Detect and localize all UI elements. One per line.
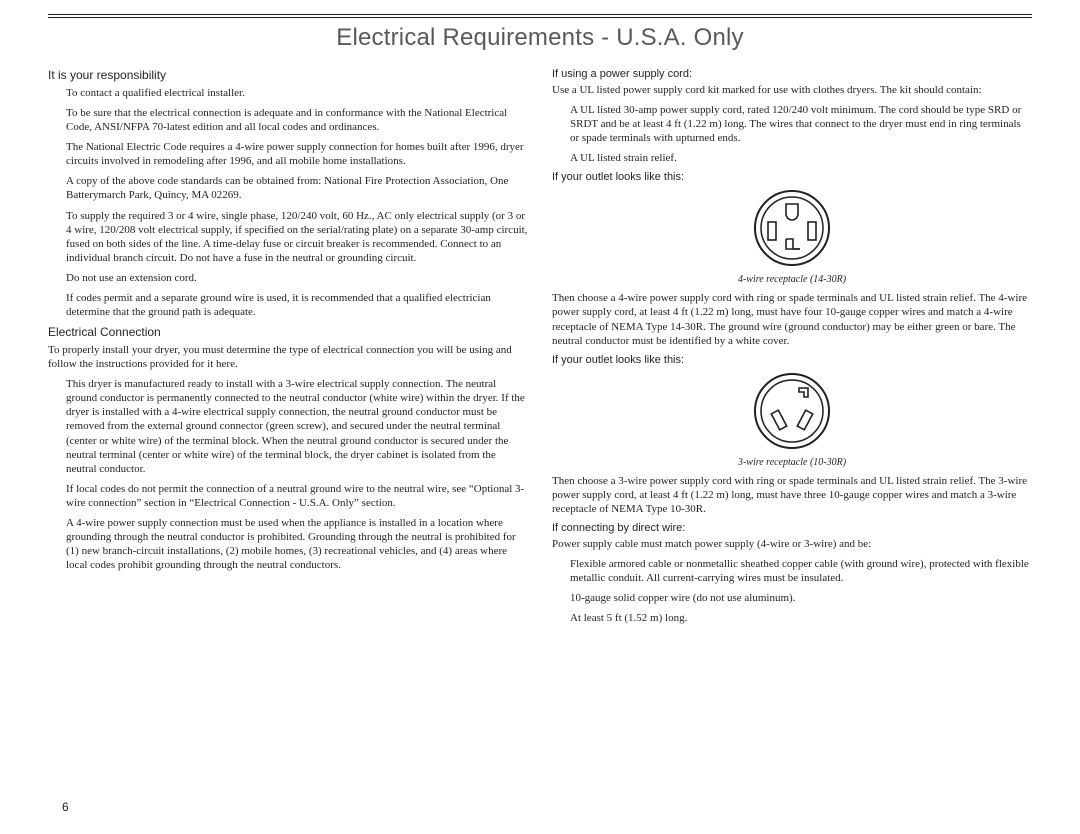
para: This dryer is manufactured ready to inst… — [48, 377, 528, 476]
rule-top-2 — [48, 17, 1032, 18]
heading-electrical-connection: Electrical Connection — [48, 325, 528, 339]
left-column: It is your responsibility To contact a q… — [48, 62, 528, 631]
para: To properly install your dryer, you must… — [48, 343, 528, 371]
heading-outlet-4wire: If your outlet looks like this: — [552, 171, 1032, 183]
heading-power-cord: If using a power supply cord: — [552, 68, 1032, 80]
right-column: If using a power supply cord: Use a UL l… — [552, 62, 1032, 631]
heading-direct-wire: If connecting by direct wire: — [552, 522, 1032, 534]
para: A UL listed strain relief. — [552, 151, 1032, 165]
caption-10-30r: 3-wire receptacle (10-30R) — [552, 457, 1032, 468]
para: To contact a qualified electrical instal… — [48, 86, 528, 100]
receptacle-10-30r-icon — [552, 372, 1032, 453]
para: At least 5 ft (1.52 m) long. — [552, 611, 1032, 625]
para: A copy of the above code standards can b… — [48, 174, 528, 202]
heading-responsibility: It is your responsibility — [48, 68, 528, 82]
para: Then choose a 3-wire power supply cord w… — [552, 474, 1032, 516]
para: The National Electric Code requires a 4-… — [48, 140, 528, 168]
para: If codes permit and a separate ground wi… — [48, 291, 528, 319]
rule-top — [48, 14, 1032, 15]
receptacle-14-30r-icon — [552, 189, 1032, 270]
para: A 4-wire power supply connection must be… — [48, 516, 528, 572]
para: Do not use an extension cord. — [48, 271, 528, 285]
page-number: 6 — [62, 800, 69, 814]
page-title: Electrical Requirements - U.S.A. Only — [48, 24, 1032, 52]
para: A UL listed 30-amp power supply cord, ra… — [552, 103, 1032, 145]
para: Flexible armored cable or nonmetallic sh… — [552, 557, 1032, 585]
heading-outlet-3wire: If your outlet looks like this: — [552, 354, 1032, 366]
para: If local codes do not permit the connect… — [48, 482, 528, 510]
caption-14-30r: 4-wire receptacle (14-30R) — [552, 274, 1032, 285]
para: Then choose a 4-wire power supply cord w… — [552, 291, 1032, 347]
para: To supply the required 3 or 4 wire, sing… — [48, 209, 528, 265]
para: Power supply cable must match power supp… — [552, 537, 1032, 551]
para: To be sure that the electrical connectio… — [48, 106, 528, 134]
para: 10-gauge solid copper wire (do not use a… — [552, 591, 1032, 605]
para: Use a UL listed power supply cord kit ma… — [552, 83, 1032, 97]
